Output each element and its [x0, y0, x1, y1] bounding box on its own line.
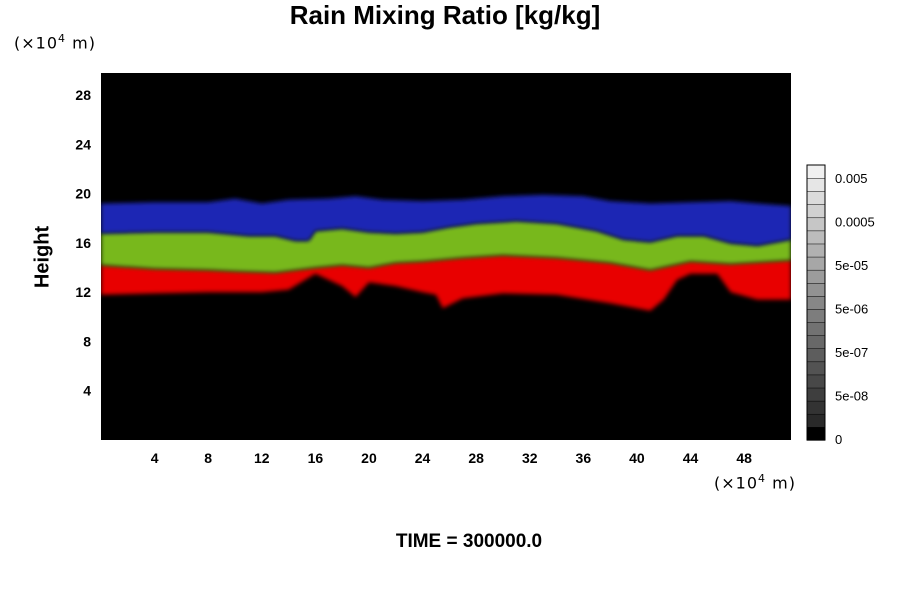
y-tick-label: 24 — [75, 136, 91, 152]
x-tick-label: 8 — [204, 450, 212, 466]
x-tick-label: 44 — [683, 450, 699, 466]
x-unit-prefix: (×10 — [714, 473, 759, 493]
x-unit-label: (×104 m) — [714, 472, 796, 492]
x-tick-label: 16 — [308, 450, 324, 466]
colorbar-cell — [806, 217, 826, 232]
x-unit-suffix: m) — [766, 473, 796, 493]
y-tick-label: 12 — [75, 284, 91, 300]
colorbar-label: 0.0005 — [835, 215, 875, 230]
x-tick-label: 36 — [576, 450, 592, 466]
colorbar-label: 0 — [835, 432, 842, 447]
colorbar-cell — [806, 190, 826, 205]
layer-red — [101, 255, 791, 311]
colorbar-label: 5e-05 — [835, 258, 868, 273]
colorbar-cell — [806, 334, 826, 349]
colorbar-cell — [806, 204, 826, 219]
y-tick-label: 16 — [75, 235, 91, 251]
colorbar-cell — [806, 374, 826, 389]
x-tick-label: 24 — [415, 450, 431, 466]
colorbar-cell — [806, 387, 826, 402]
x-tick-label: 48 — [736, 450, 752, 466]
colorbar-cell — [806, 269, 826, 284]
colorbar-cell — [806, 308, 826, 323]
colorbar-cell — [806, 230, 826, 245]
y-unit-prefix: (×10 — [14, 33, 59, 53]
layer-blue — [101, 194, 791, 246]
y-unit-suffix: m) — [66, 33, 96, 53]
chart-title: Rain Mixing Ratio [kg/kg] — [289, 0, 601, 30]
colorbar-cell — [806, 177, 826, 192]
x-tick-label: 4 — [151, 450, 159, 466]
colorbar-label: 5e-07 — [835, 345, 868, 360]
x-tick-label: 20 — [361, 450, 377, 466]
colorbar-cell — [806, 282, 826, 297]
y-tick-label: 4 — [83, 383, 91, 399]
colorbar-frame — [806, 164, 826, 441]
colorbar-cell — [806, 426, 826, 441]
y-unit-exponent: 4 — [58, 32, 67, 45]
colorbar-cell — [806, 256, 826, 271]
x-tick-label: 40 — [629, 450, 645, 466]
y-unit-label: (×104 m) — [14, 32, 96, 52]
colorbar-cell — [806, 413, 826, 428]
x-tick-label: 12 — [254, 450, 270, 466]
colorbar-cell — [806, 361, 826, 376]
y-tick-label: 28 — [75, 87, 91, 103]
x-unit-exponent: 4 — [758, 472, 767, 485]
time-label: TIME = 300000.0 — [395, 531, 543, 552]
colorbar-cell — [806, 400, 826, 415]
colorbar-cell — [806, 348, 826, 363]
x-tick-label: 28 — [468, 450, 484, 466]
colorbar-label: 5e-08 — [835, 389, 868, 404]
x-tick-label: 32 — [522, 450, 538, 466]
colorbar-label: 0.005 — [835, 171, 868, 186]
y-tick-label: 20 — [75, 186, 91, 202]
colorbar-cell — [806, 243, 826, 258]
layer-green — [101, 220, 791, 273]
colorbar-label: 5e-06 — [835, 302, 868, 317]
colorbar-cell — [806, 164, 826, 179]
y-tick-label: 8 — [83, 333, 91, 349]
colorbar-cell — [806, 295, 826, 310]
colorbar-cell — [806, 321, 826, 336]
